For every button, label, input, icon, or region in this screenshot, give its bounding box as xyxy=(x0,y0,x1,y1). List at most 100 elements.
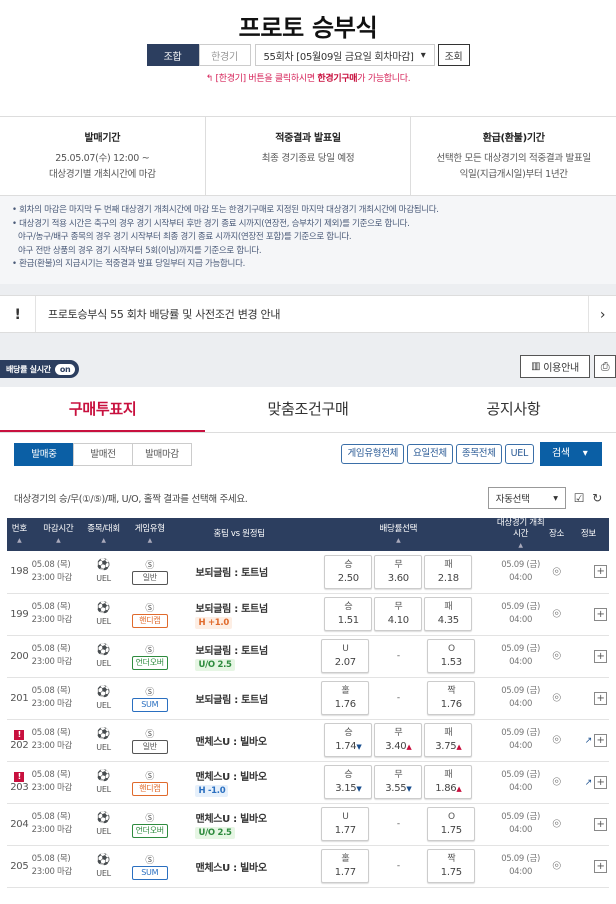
combo-button[interactable]: 조합 xyxy=(146,44,199,66)
odds-button[interactable]: 패 2.18 xyxy=(424,554,473,589)
search-button[interactable]: 검색 ▾ xyxy=(540,442,602,466)
deadline: 05.08 (목) 23:00 마감 xyxy=(31,593,86,636)
odds-button[interactable]: 패 3.75▲ xyxy=(424,723,473,757)
deadline: 05.08 (목) 23:00 마감 xyxy=(31,677,86,720)
trend-chart-icon[interactable]: ↗ xyxy=(584,777,593,788)
odds-button[interactable]: 무 3.40▲ xyxy=(374,723,423,757)
map-pin-icon[interactable]: ⌾ xyxy=(545,635,568,678)
tab-custom[interactable]: 맞춤조건구매 xyxy=(267,400,349,418)
status-pre-sale[interactable]: 발매전 xyxy=(73,442,133,466)
single-game-icon: Ⓢ xyxy=(145,729,155,740)
odds-label: 짝 xyxy=(447,686,456,696)
col-label: 번호 xyxy=(11,523,27,534)
round-select[interactable]: 55회차 [05월09일 금요일 회차마감] ▾ xyxy=(254,44,435,66)
odds-value: 1.51 xyxy=(337,615,359,626)
odds-button[interactable]: O 1.53 xyxy=(427,639,476,673)
chip-day[interactable]: 요일전체 xyxy=(407,444,453,464)
col-close[interactable]: 마감시간 ▲ xyxy=(31,518,86,551)
notice-text[interactable]: 프로토승부식 55 회차 배당률 및 사전조건 변경 안내 xyxy=(48,308,281,321)
league: UEL xyxy=(96,868,111,878)
plus-icon[interactable]: + xyxy=(594,859,607,873)
odds-button[interactable]: 무 4.10 xyxy=(374,597,423,631)
map-pin-icon[interactable]: ⌾ xyxy=(545,803,568,846)
odds-button[interactable]: O 1.75 xyxy=(427,807,476,841)
row-number: 198 xyxy=(7,551,32,594)
map-pin-icon[interactable]: ⌾ xyxy=(545,845,568,888)
checklist-icon[interactable]: ☑ xyxy=(573,491,585,505)
odds-button[interactable]: 패 4.35 xyxy=(424,597,473,631)
plus-icon[interactable]: + xyxy=(594,565,607,579)
game-type-tag: 핸디캡 xyxy=(131,613,168,628)
odds-down-icon: ▼ xyxy=(406,785,412,793)
search-round-button[interactable]: 조회 xyxy=(437,44,470,66)
col-type[interactable]: 게임유형 ▲ xyxy=(122,518,178,551)
odds-button[interactable]: 승 1.74▼ xyxy=(324,723,373,757)
map-pin-icon[interactable]: ⌾ xyxy=(545,761,568,804)
trend-chart-icon[interactable]: ↗ xyxy=(584,735,593,746)
tab-ticket[interactable]: 구매투표지 xyxy=(0,387,206,432)
odds-button[interactable]: 홀 1.77 xyxy=(321,849,370,883)
game-type-tag: 일반 xyxy=(131,739,168,754)
odds-label: 무 xyxy=(394,728,403,738)
map-pin-icon[interactable]: ⌾ xyxy=(545,551,568,594)
plus-icon[interactable]: + xyxy=(594,607,607,621)
status-on-sale[interactable]: 발매중 xyxy=(14,442,74,466)
map-pin-icon[interactable]: ⌾ xyxy=(545,677,568,720)
plus-icon[interactable]: + xyxy=(594,775,607,789)
status-closed[interactable]: 발매마감 xyxy=(132,442,192,466)
odds-button[interactable]: 무 3.60 xyxy=(374,554,423,589)
odds-label: 무 xyxy=(394,770,403,780)
chip-league[interactable]: UEL xyxy=(504,444,534,464)
odds-button[interactable]: 무 3.55▼ xyxy=(374,765,423,799)
match-name: 보되글림 : 토트넘 xyxy=(195,694,268,706)
col-number[interactable]: 번호 ▲ xyxy=(7,518,32,551)
odds-button[interactable]: 패 1.86▲ xyxy=(424,765,473,799)
odds-value: 1.77 xyxy=(334,867,356,878)
deadline-time: 23:00 마감 xyxy=(31,657,73,667)
chevron-right-icon[interactable]: › xyxy=(588,296,616,332)
refresh-icon[interactable]: ↻ xyxy=(592,491,602,505)
odds-button[interactable]: 승 2.50 xyxy=(324,554,373,589)
number-value: 201 xyxy=(10,692,29,704)
tab-notice[interactable]: 공지사항 xyxy=(486,400,541,418)
odds-button[interactable]: 짝 1.76 xyxy=(427,681,476,715)
deadline-time: 23:00 마감 xyxy=(31,783,73,793)
odds-button[interactable]: 승 3.15▼ xyxy=(324,765,373,799)
odds-button[interactable]: 짝 1.75 xyxy=(427,849,476,883)
odds-button[interactable]: U 1.77 xyxy=(321,807,370,841)
plus-icon[interactable]: + xyxy=(594,691,607,705)
live-odds-toggle[interactable]: 배당률 실시간 on xyxy=(0,360,80,378)
odds-button[interactable]: U 2.07 xyxy=(321,639,370,673)
single-game-icon: Ⓢ xyxy=(145,813,155,824)
info-cell: ↗ + xyxy=(567,761,609,804)
odds-label: 패 xyxy=(444,728,453,738)
map-pin-icon[interactable]: ⌾ xyxy=(545,593,568,636)
col-label: 정보 xyxy=(580,529,596,539)
odds-button[interactable]: 홀 1.76 xyxy=(321,681,370,715)
notice-bar[interactable]: ! 프로토승부식 55 회차 배당률 및 사전조건 변경 안내 › xyxy=(0,295,616,333)
hint-text: [한경기] 버튼을 클릭하시면 xyxy=(215,74,318,84)
chip-game-type[interactable]: 게임유형전체 xyxy=(341,444,405,464)
guide-button[interactable]: ▥ 이용안내 xyxy=(520,355,590,378)
col-kickoff[interactable]: 대상경기 개최시간 ▲ xyxy=(495,518,546,551)
print-icon[interactable]: ⎙ xyxy=(594,355,616,378)
note: 야구/농구/배구 종목의 경우 경기 시작부터 최종 경기 종료 시까지(연장전… xyxy=(18,232,352,242)
chip-sport[interactable]: 종목전체 xyxy=(455,444,502,464)
col-odds[interactable]: 배당률선택 ▲ xyxy=(300,518,496,551)
auto-select-dropdown[interactable]: 자동선택 ▾ xyxy=(487,487,566,509)
odds-button[interactable]: 승 1.51 xyxy=(324,597,373,631)
sport: ⚽ UEL xyxy=(85,593,123,636)
col-sport[interactable]: 종목/대회 ▲ xyxy=(85,518,123,551)
soccer-ball-icon: ⚽ xyxy=(96,642,111,656)
map-pin-icon[interactable]: ⌾ xyxy=(545,719,568,762)
plus-icon[interactable]: + xyxy=(594,649,607,663)
odds-value: 2.18 xyxy=(437,572,459,584)
single-game-button[interactable]: 한경기 xyxy=(198,44,251,66)
deadline-time: 23:00 마감 xyxy=(31,699,73,709)
plus-icon[interactable]: + xyxy=(594,733,607,747)
alert-icon: ! xyxy=(14,772,25,782)
filter-chips: 게임유형전체 요일전체 종목전체 UEL xyxy=(341,444,534,464)
teams: 보되글림 : 토트넘 U/O 2.5 xyxy=(177,635,301,678)
no-draw: - xyxy=(396,861,400,871)
plus-icon[interactable]: + xyxy=(594,817,607,831)
